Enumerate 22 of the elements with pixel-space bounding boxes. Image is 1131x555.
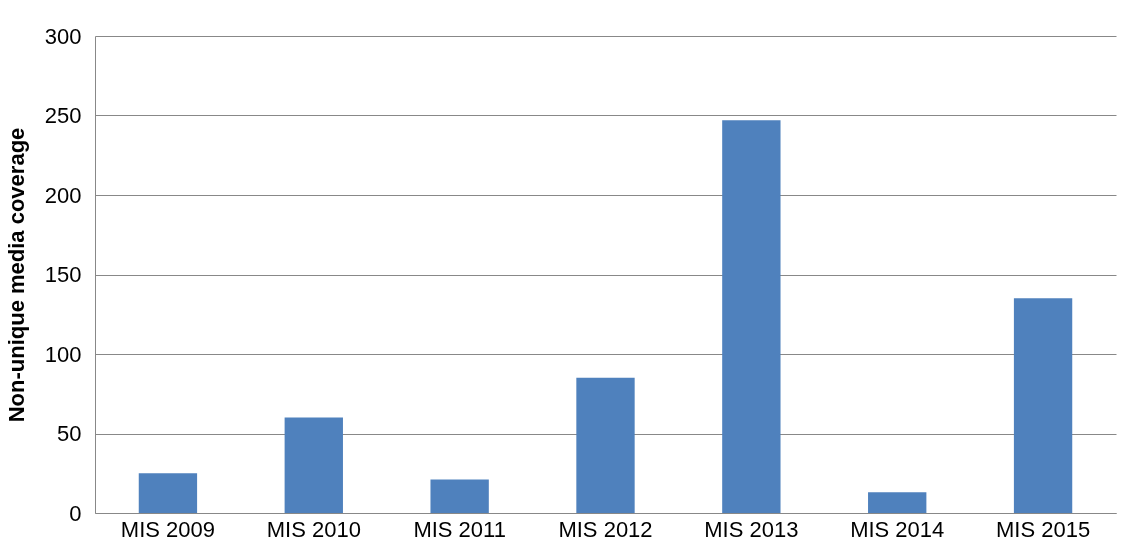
y-tick-label: 150	[44, 262, 82, 287]
bar	[138, 473, 198, 513]
bar	[284, 417, 343, 513]
y-tick-label: 0	[69, 500, 82, 526]
x-tick-label: MIS 2012	[558, 516, 653, 542]
y-tick-label: 50	[57, 421, 82, 446]
y-tick-label: 100	[44, 341, 82, 367]
y-tick-label: 250	[44, 103, 82, 128]
y-tick-label: 200	[44, 182, 82, 208]
x-tick-label: MIS 2013	[704, 516, 799, 542]
bar	[868, 492, 927, 513]
x-tick-label: MIS 2011	[413, 516, 506, 542]
bar	[1013, 298, 1073, 513]
bar	[430, 479, 489, 513]
x-tick-label: MIS 2010	[266, 516, 361, 542]
bar	[722, 120, 781, 513]
x-tick-label: MIS 2015	[995, 516, 1091, 542]
x-tick-label: MIS 2009	[120, 516, 216, 542]
bar	[576, 377, 635, 513]
x-tick-label: MIS 2014	[850, 516, 945, 542]
y-axis-title: Non-unique media coverage	[3, 127, 29, 423]
y-tick-label: 300	[44, 23, 82, 49]
